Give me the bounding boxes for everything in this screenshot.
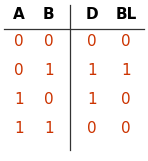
- Text: 0: 0: [121, 121, 131, 136]
- Text: 0: 0: [87, 34, 97, 49]
- Text: 0: 0: [87, 121, 97, 136]
- Text: 0: 0: [121, 92, 131, 107]
- Text: 1: 1: [14, 92, 24, 107]
- Text: BL: BL: [115, 7, 136, 22]
- Text: 0: 0: [14, 34, 24, 49]
- Text: 1: 1: [87, 63, 97, 78]
- Text: 0: 0: [14, 63, 24, 78]
- Text: 1: 1: [121, 63, 131, 78]
- Text: 1: 1: [44, 121, 54, 136]
- Text: 0: 0: [44, 34, 54, 49]
- Text: B: B: [43, 7, 55, 22]
- Text: 1: 1: [87, 92, 97, 107]
- Text: 1: 1: [44, 63, 54, 78]
- Text: A: A: [13, 7, 25, 22]
- Text: 0: 0: [121, 34, 131, 49]
- Text: 1: 1: [14, 121, 24, 136]
- Text: D: D: [85, 7, 98, 22]
- Text: 0: 0: [44, 92, 54, 107]
